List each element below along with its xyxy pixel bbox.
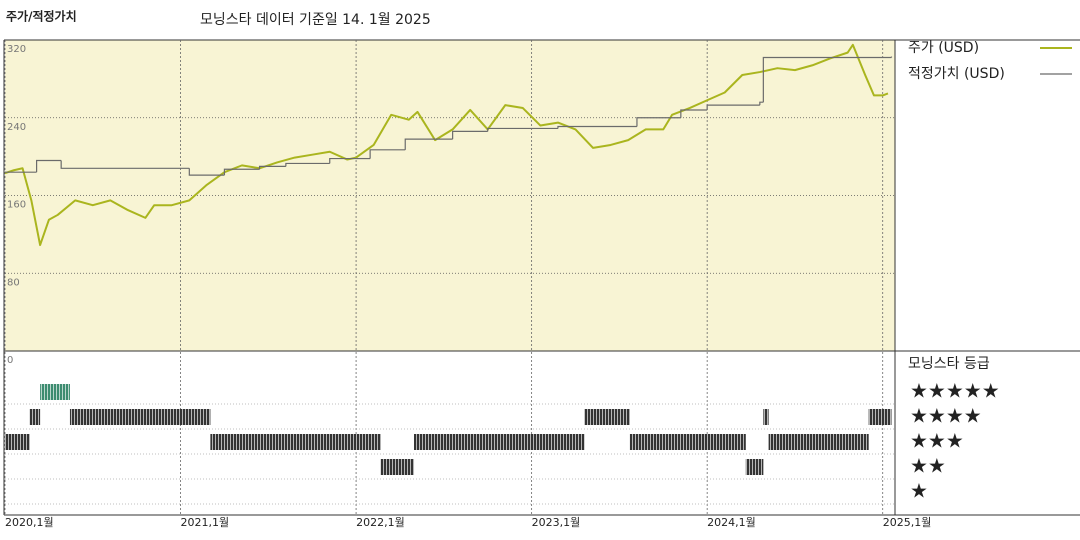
fair-value-step [404,138,453,150]
fair-value-step [35,159,62,173]
legend: 주가 (USD) 적정가치 (USD) 모닝스타 등급 [908,40,1072,372]
rating-bar-stripes [40,384,70,400]
fair-value-step [557,125,637,129]
rating-bar-stripes [69,409,211,425]
rating-bar-stripes [868,409,892,425]
y-tick-label: 0 [7,355,13,366]
fair-value-step [762,56,892,103]
fair-value-step [258,165,286,170]
price-line [4,43,889,247]
rating-bar-stripes [629,434,746,450]
fair-value-step [487,127,558,132]
fair-value-step [759,101,764,106]
x-tick-label: 2021,1월 [181,516,230,529]
rating-title: 모닝스타 등급 [908,356,990,372]
x-tick-label: 2023,1월 [532,516,581,529]
rating-bar-stripes [29,409,41,425]
rating-bar-stripes [5,434,30,450]
x-tick-label: 2025,1월 [883,516,932,529]
rating-bar-stripes [768,434,869,450]
y-tick-label: 320 [7,44,26,55]
fair-value-step [706,104,760,110]
rating-bar-stripes [745,459,764,475]
rating-bar-stripes [380,459,415,475]
rating-bar-stripes [584,409,630,425]
fair-value-step [636,117,681,127]
fair-value-step [680,109,708,118]
rating-bar-stripes [210,434,381,450]
legend-label: 주가 (USD) [908,40,979,56]
x-tick-label: 2024,1월 [707,516,756,529]
x-tick-label: 2020,1월 [5,516,54,529]
rating-label: ★★★ [910,429,964,453]
fair-value-step [285,162,330,167]
x-tick-label: 2022,1월 [356,516,405,529]
fair-value-step [369,149,406,159]
fair-value-step [188,168,225,176]
fair-value-step [329,157,357,164]
chart-title: 주가/적정가치 [6,9,77,24]
rating-label: ★ [910,479,928,503]
fair-value-step [223,168,260,176]
y-tick-label: 160 [7,200,26,211]
y-tick-label: 80 [7,277,20,288]
rating-label: ★★★★ [910,404,982,428]
y-tick-label: 240 [7,122,26,133]
rating-label: ★★ [910,454,946,478]
rating-bar-stripes [763,409,769,425]
rating-label: ★★★★★ [910,379,1000,403]
fair-value-step [452,130,488,140]
chart-subtitle: 모닝스타 데이터 기준일 14. 1월 2025 [200,12,431,28]
legend-label: 적정가치 (USD) [908,66,1005,82]
fair-value-step [60,160,190,169]
rating-bar-stripes [414,434,585,450]
